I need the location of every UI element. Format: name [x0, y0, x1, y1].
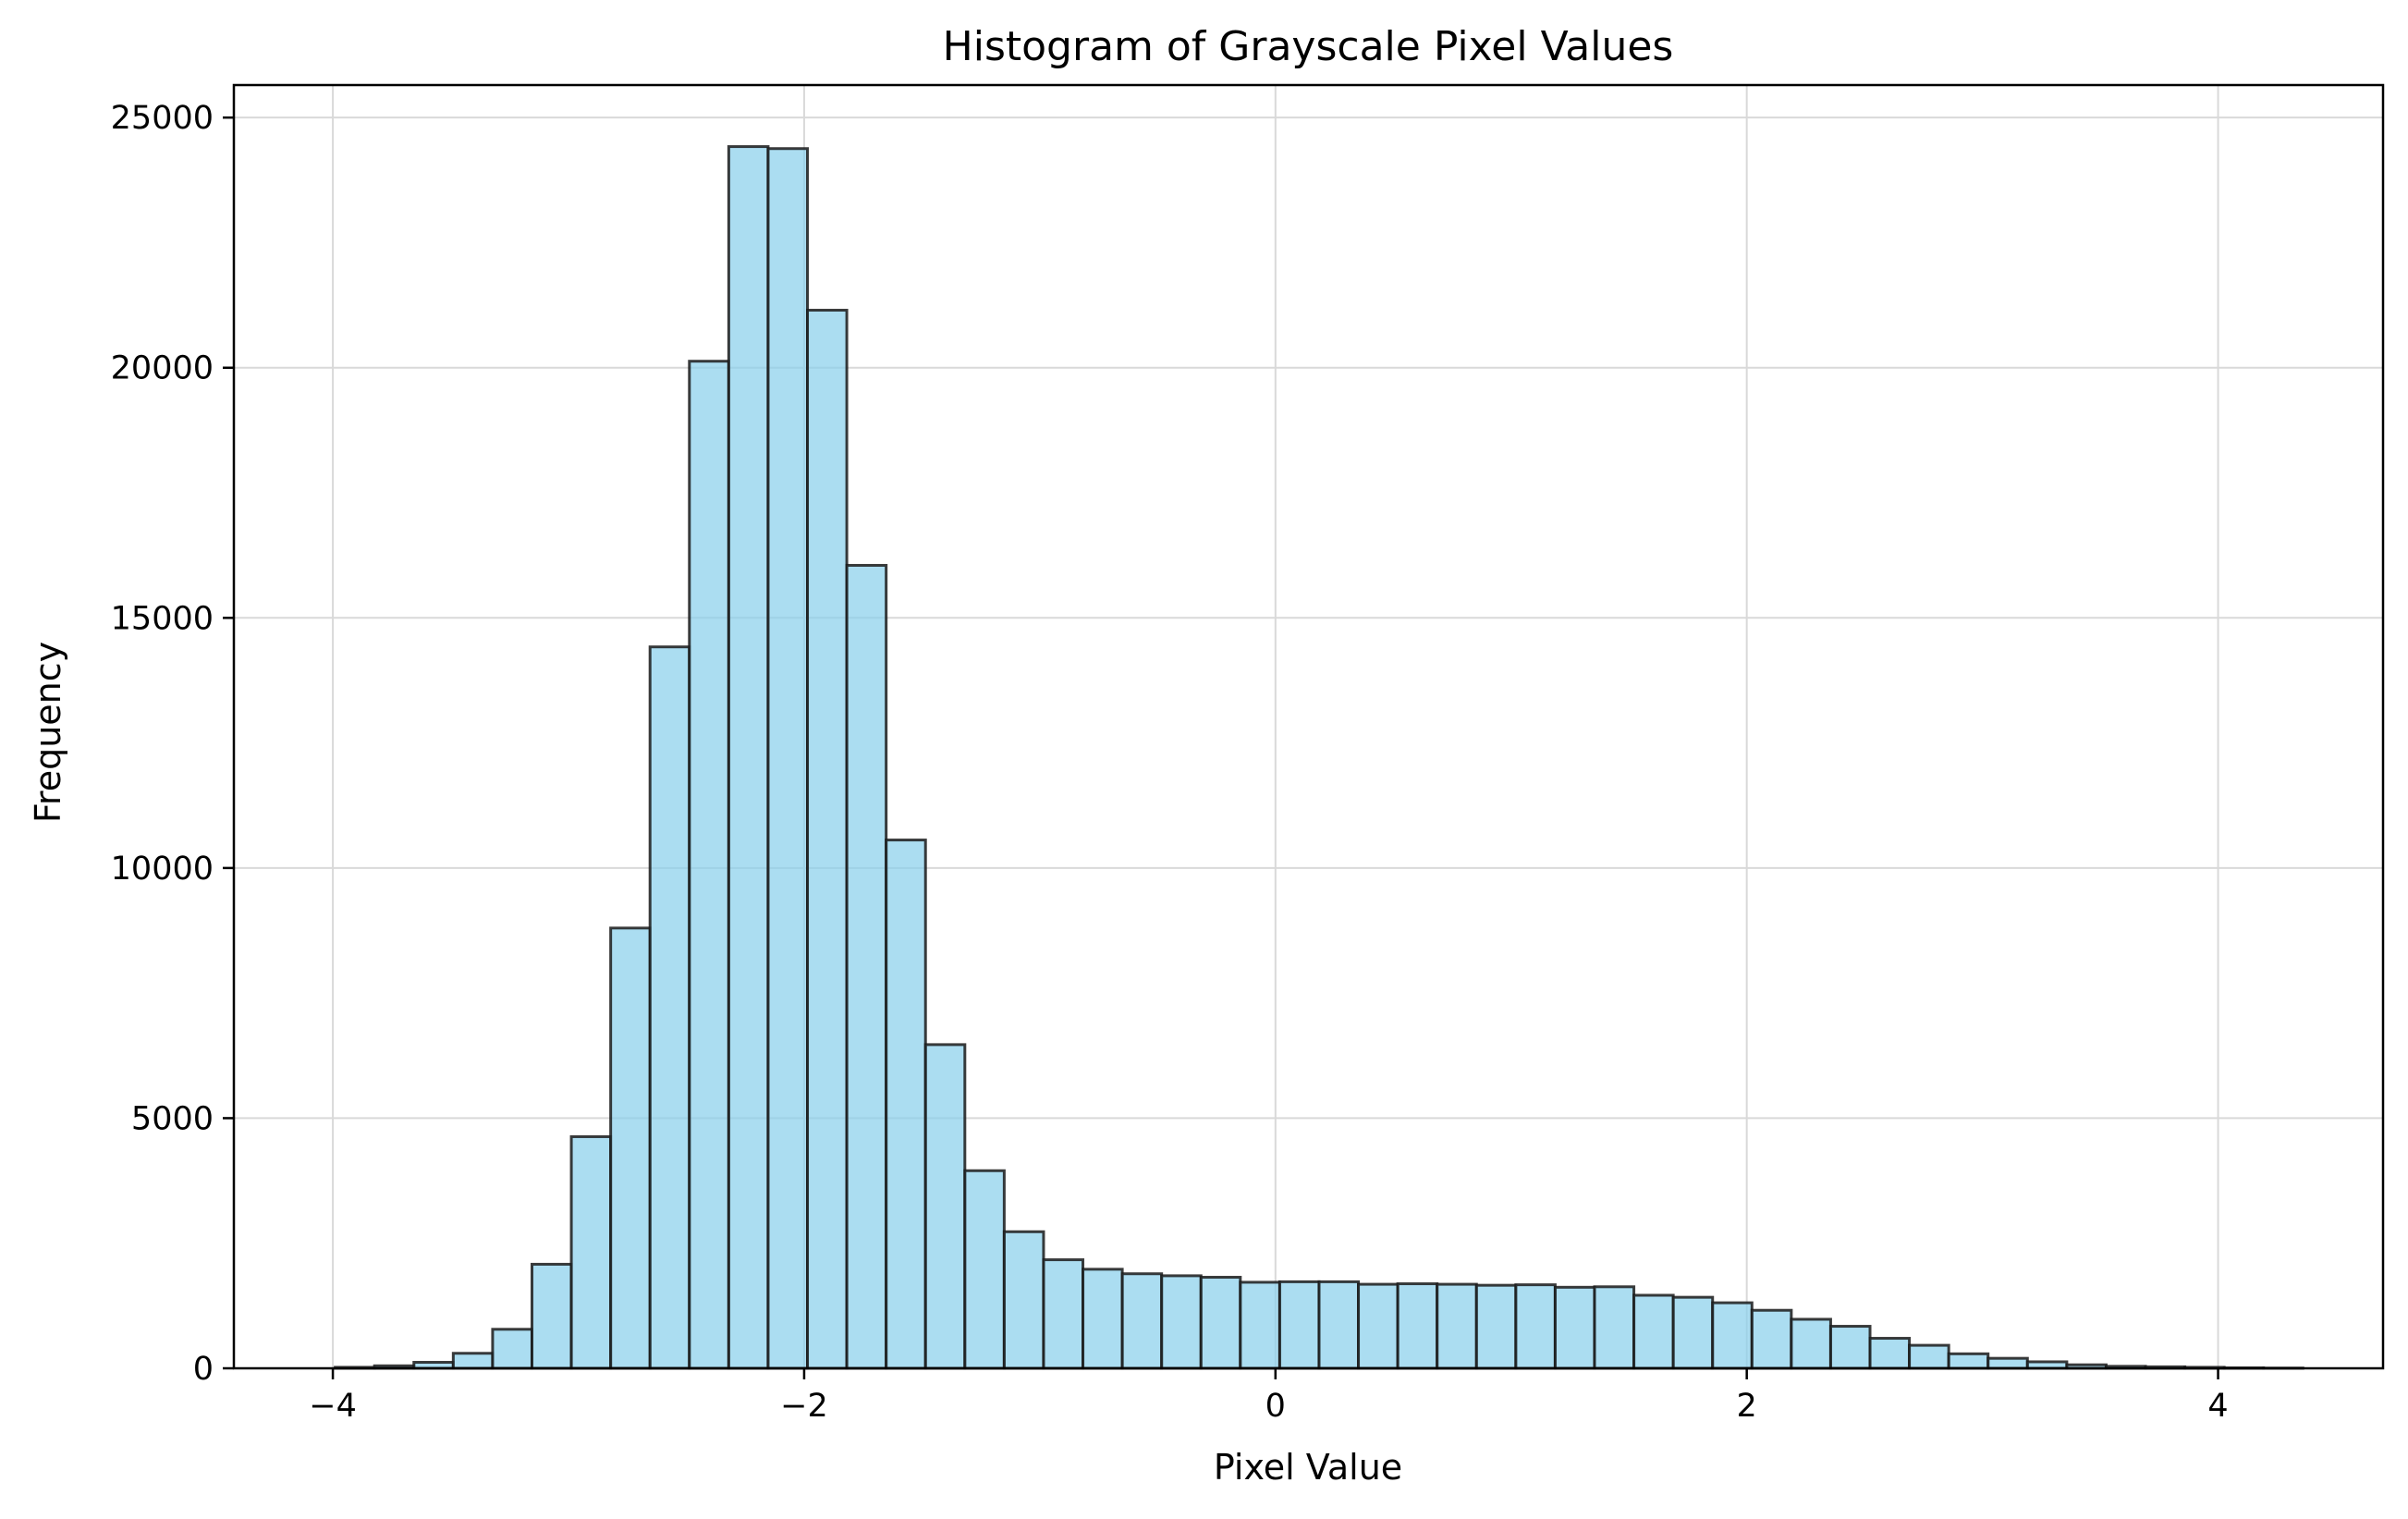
histogram-bar: [493, 1329, 532, 1368]
histogram-bar: [847, 565, 886, 1368]
y-tick-label: 15000: [111, 600, 214, 637]
histogram-bar: [571, 1136, 611, 1368]
histogram-bar: [1241, 1282, 1280, 1368]
x-tick-label: 0: [1265, 1388, 1286, 1425]
histogram-bar: [690, 361, 729, 1368]
histogram-bar: [1949, 1354, 1988, 1368]
histogram-bar: [886, 840, 926, 1368]
histogram-bar: [965, 1170, 1005, 1368]
histogram-bar: [1516, 1285, 1556, 1368]
chart-title: Histogram of Grayscale Pixel Values: [943, 23, 1674, 70]
y-tick-label: 10000: [111, 851, 214, 888]
histogram-bar: [611, 928, 651, 1368]
histogram-bar: [1830, 1327, 1870, 1368]
y-axis-ticks: 0 5000 10000 15000 20000 25000: [111, 100, 234, 1388]
histogram-bar: [650, 647, 690, 1368]
plot-frame: [234, 85, 2383, 1368]
histogram-bar: [453, 1354, 493, 1368]
grid: [234, 85, 2383, 1368]
histogram-bar: [1122, 1274, 1162, 1368]
histogram-bar: [1004, 1231, 1044, 1368]
histogram-bar: [1791, 1319, 1831, 1368]
histogram-bar: [1083, 1269, 1123, 1368]
histogram-bar: [1595, 1287, 1634, 1368]
histogram-bar: [1044, 1260, 1083, 1368]
y-tick-label: 5000: [131, 1100, 214, 1137]
histogram-bar: [1673, 1297, 1713, 1368]
histogram-bar: [1279, 1281, 1319, 1368]
y-tick-label: 0: [193, 1351, 214, 1388]
histogram-bar: [768, 149, 808, 1368]
x-axis-label: Pixel Value: [1214, 1447, 1402, 1488]
histogram-bar: [1319, 1281, 1359, 1368]
histogram-bar: [1870, 1339, 1910, 1368]
x-axis-ticks: −4 −2 0 2 4: [309, 1368, 2228, 1425]
histogram-bars: [336, 147, 2304, 1368]
y-tick-label: 20000: [111, 350, 214, 387]
histogram-bar: [1713, 1303, 1753, 1368]
histogram-bar: [1398, 1284, 1437, 1368]
histogram-bar: [728, 147, 768, 1368]
x-tick-label: 2: [1737, 1388, 1757, 1425]
x-tick-label: −2: [780, 1388, 828, 1425]
histogram-bar: [532, 1264, 571, 1368]
y-axis-label: Frequency: [28, 642, 68, 823]
y-tick-label: 25000: [111, 100, 214, 137]
histogram-bar: [1634, 1295, 1674, 1368]
histogram-bar: [1359, 1284, 1399, 1368]
histogram-bar: [1476, 1285, 1516, 1368]
histogram-bar: [1910, 1345, 1950, 1368]
histogram-bar: [1437, 1284, 1477, 1368]
histogram-bar: [1201, 1278, 1241, 1368]
histogram-bar: [808, 311, 848, 1368]
histogram-bar: [1555, 1287, 1595, 1368]
histogram-bar: [1752, 1310, 1791, 1368]
histogram-bar: [925, 1045, 965, 1368]
x-tick-label: 4: [2207, 1388, 2228, 1425]
x-tick-label: −4: [309, 1388, 357, 1425]
histogram-bar: [1988, 1358, 2028, 1368]
histogram-bar: [1162, 1276, 1202, 1368]
